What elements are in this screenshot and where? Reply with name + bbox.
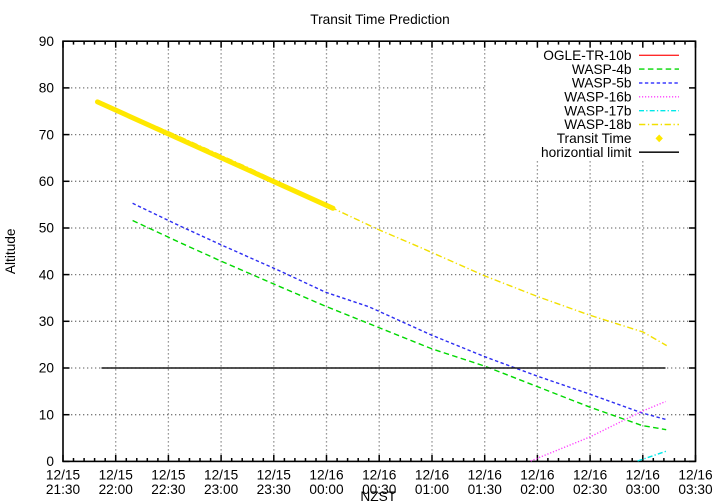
svg-text:02:00: 02:00 (520, 482, 555, 497)
svg-text:02:30: 02:30 (573, 482, 608, 497)
svg-text:Transit Time: Transit Time (557, 131, 632, 146)
svg-text:60: 60 (39, 174, 55, 189)
svg-text:WASP-17b: WASP-17b (564, 103, 632, 118)
svg-text:21:30: 21:30 (46, 482, 81, 497)
svg-text:03:30: 03:30 (678, 482, 713, 497)
svg-text:WASP-4b: WASP-4b (572, 62, 632, 77)
svg-text:12/16: 12/16 (309, 467, 344, 482)
svg-text:22:30: 22:30 (151, 482, 186, 497)
svg-text:20: 20 (39, 361, 55, 376)
svg-text:WASP-5b: WASP-5b (572, 76, 632, 91)
svg-text:12/15: 12/15 (151, 467, 186, 482)
svg-text:23:00: 23:00 (204, 482, 239, 497)
svg-text:30: 30 (39, 314, 55, 329)
svg-text:Transit Time Prediction: Transit Time Prediction (310, 12, 449, 27)
svg-text:12/16: 12/16 (573, 467, 608, 482)
svg-text:12/16: 12/16 (415, 467, 450, 482)
svg-text:WASP-18b: WASP-18b (564, 117, 632, 132)
svg-text:NZST: NZST (360, 489, 396, 504)
svg-text:40: 40 (39, 267, 55, 282)
svg-text:Altitude: Altitude (3, 228, 18, 274)
svg-text:12/15: 12/15 (257, 467, 292, 482)
svg-text:12/16: 12/16 (520, 467, 555, 482)
svg-text:12/15: 12/15 (204, 467, 239, 482)
svg-text:WASP-16b: WASP-16b (564, 90, 632, 105)
svg-text:00:30: 00:30 (362, 482, 397, 497)
svg-text:12/15: 12/15 (46, 467, 81, 482)
svg-text:10: 10 (39, 407, 55, 422)
svg-text:OGLE-TR-10b: OGLE-TR-10b (543, 48, 632, 63)
svg-text:12/16: 12/16 (468, 467, 503, 482)
svg-text:00:00: 00:00 (309, 482, 344, 497)
svg-text:70: 70 (39, 127, 55, 142)
svg-text:12/16: 12/16 (626, 467, 661, 482)
svg-text:90: 90 (39, 34, 55, 49)
svg-text:12/16: 12/16 (678, 467, 713, 482)
svg-text:12/15: 12/15 (99, 467, 134, 482)
svg-text:80: 80 (39, 81, 55, 96)
svg-text:22:00: 22:00 (99, 482, 134, 497)
svg-text:01:30: 01:30 (468, 482, 503, 497)
svg-text:03:00: 03:00 (626, 482, 661, 497)
svg-text:12/16: 12/16 (362, 467, 397, 482)
svg-text:50: 50 (39, 221, 55, 236)
svg-text:23:30: 23:30 (257, 482, 292, 497)
svg-text:01:00: 01:00 (415, 482, 450, 497)
svg-text:0: 0 (46, 454, 54, 469)
svg-text:horizontial limit: horizontial limit (541, 145, 632, 160)
